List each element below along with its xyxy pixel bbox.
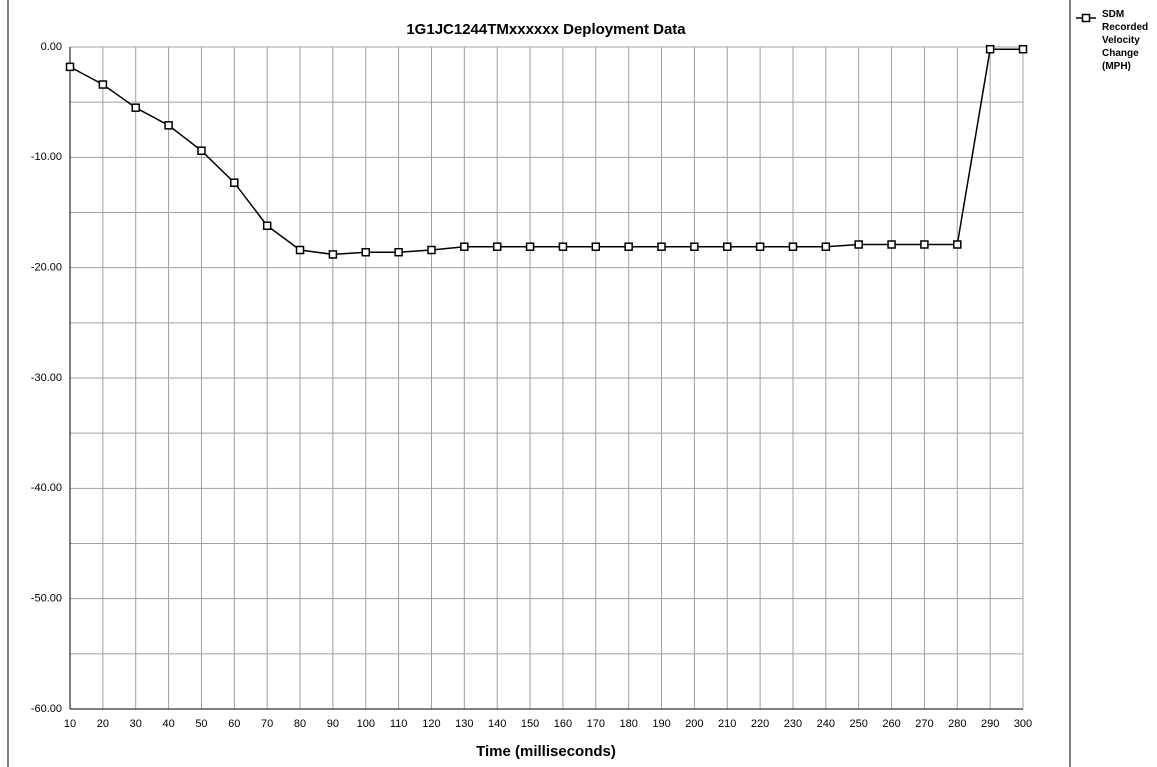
x-tick-label: 120 [422,718,440,730]
y-tick-label: -40.00 [31,482,62,494]
point-marker [953,240,962,249]
x-tick-label: 30 [130,718,142,730]
point-marker [854,240,863,249]
y-tick-label: 0.00 [41,41,62,53]
y-tick-label: -30.00 [31,372,62,384]
point-marker [98,80,108,89]
point-marker [164,121,173,130]
point-marker [427,245,436,255]
point-marker [262,221,272,230]
x-tick-label: 110 [390,718,408,730]
y-tick-label: -10.00 [31,151,62,163]
x-tick-label: 100 [357,718,375,730]
point-marker [821,242,831,251]
point-marker [460,242,469,251]
point-marker [657,242,666,251]
point-marker [558,242,568,251]
y-tick-label: -20.00 [31,262,62,274]
chart-title: 1G1JC1244TMxxxxxx Deployment Data [406,21,686,38]
y-tick-label: -50.00 [31,593,62,605]
x-tick-label: 70 [261,718,273,730]
point-marker [525,242,535,251]
point-marker [492,242,502,251]
x-tick-label: 130 [455,718,473,730]
series-line [69,48,1023,256]
x-tick-label: 280 [948,718,966,730]
x-tick-label: 260 [882,718,900,730]
point-marker [985,44,995,54]
x-axis-label: Time (milliseconds) [476,743,616,760]
point-marker [361,247,371,257]
legend-marker [1081,13,1091,23]
point-marker [1018,44,1028,54]
x-tick-label: 300 [1014,718,1032,730]
x-tick-label: 10 [64,718,76,730]
point-marker [328,250,338,259]
point-marker [887,240,896,249]
x-tick-label: 220 [751,718,769,730]
x-tick-label: 170 [587,718,605,730]
x-tick-label: 140 [488,718,506,730]
x-tick-label: 80 [294,718,306,730]
legend-label: SDM Recorded Velocity Change (MPH) [1102,9,1148,72]
x-tick-label: 40 [162,718,174,730]
x-tick-label: 290 [981,718,999,730]
point-marker [295,245,305,255]
point-marker [755,242,765,251]
x-tick-label: 230 [784,718,802,730]
point-marker [65,62,75,72]
x-tick-label: 270 [915,718,933,730]
point-marker [197,146,206,155]
x-tick-label: 210 [718,718,736,730]
point-marker [722,242,732,251]
point-marker [230,178,239,187]
x-tick-label: 50 [195,718,207,730]
x-tick-label: 200 [685,718,703,730]
x-tick-label: 20 [97,718,109,730]
x-tick-label: 60 [228,718,240,730]
x-tick-label: 240 [817,718,835,730]
point-marker [624,242,633,251]
x-tick-label: 180 [619,718,637,730]
x-tick-label: 190 [652,718,670,730]
x-tick-label: 160 [554,718,572,730]
point-marker [591,242,601,251]
point-marker [690,242,699,251]
point-marker [131,103,140,112]
x-tick-label: 250 [850,718,868,730]
x-tick-label: 90 [327,718,339,730]
x-tick-label: 150 [521,718,539,730]
point-marker [788,242,798,251]
point-marker [394,247,403,257]
y-tick-label: -60.00 [31,703,62,715]
point-marker [920,240,929,249]
